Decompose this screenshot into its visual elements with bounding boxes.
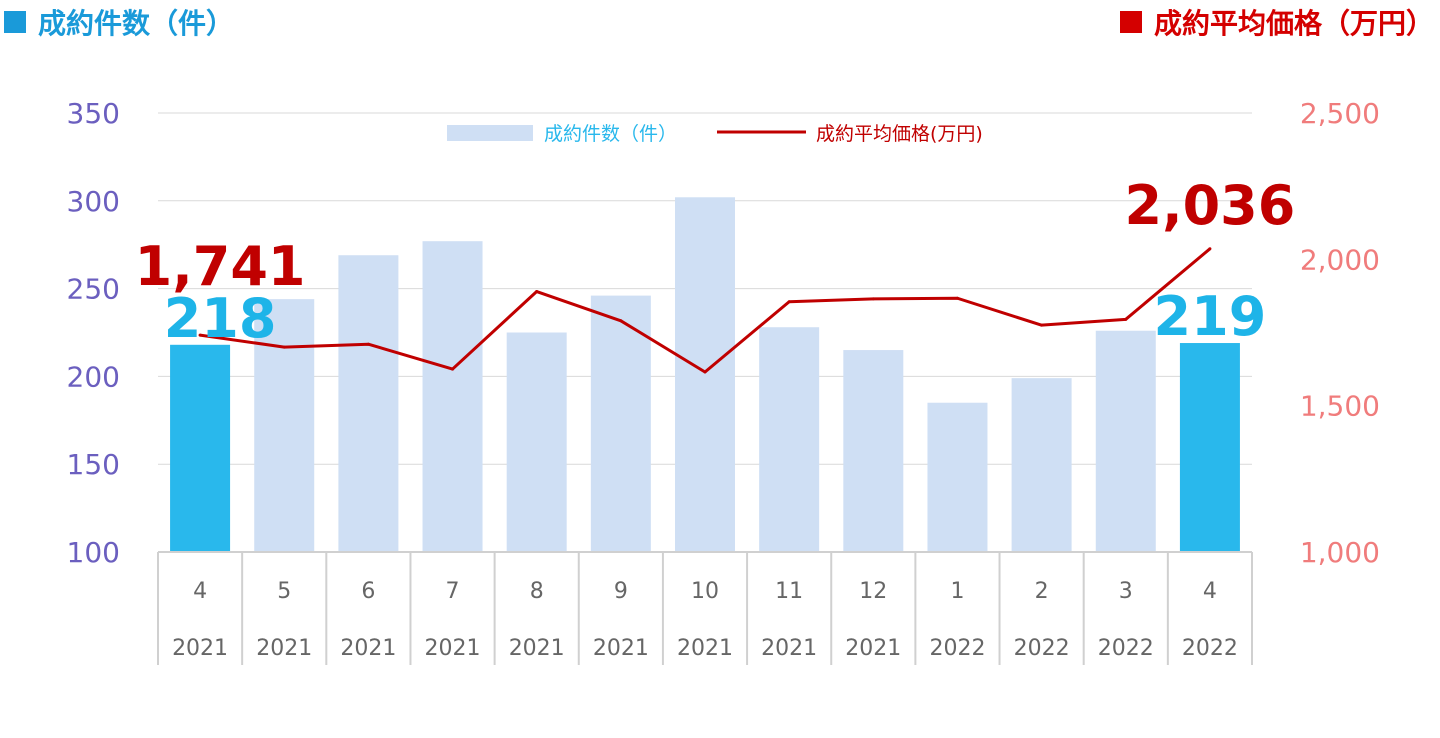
count-data-label: 218 (164, 287, 277, 350)
line-point (366, 342, 370, 346)
left-tick-label: 150 (67, 448, 120, 481)
line-point (535, 290, 539, 294)
line-point (619, 319, 623, 323)
year-tick-label: 2021 (761, 636, 817, 661)
legend-bar-swatch (447, 125, 533, 141)
left-tick-label: 100 (67, 536, 120, 569)
right-axis-header: 成約平均価格（万円） (1119, 2, 1434, 42)
month-tick-label: 4 (1203, 579, 1217, 604)
month-tick-label: 3 (1119, 579, 1133, 604)
legend: 成約件数（件） 成約平均価格(万円) (447, 123, 983, 145)
count-data-label: 219 (1154, 285, 1267, 348)
line-point (198, 333, 202, 337)
bar (1011, 378, 1072, 552)
year-tick-label: 2022 (929, 636, 985, 661)
line-series (198, 247, 1212, 374)
right-axis-header-text: 成約平均価格（万円） (1153, 7, 1434, 40)
year-tick-label: 2021 (340, 636, 396, 661)
year-tick-label: 2021 (677, 636, 733, 661)
bar (1095, 330, 1156, 552)
month-tick-label: 9 (614, 579, 628, 604)
bar (843, 350, 904, 552)
left-axis-header-text: 成約件数（件） (38, 7, 235, 40)
axes: 100 150 200 250 300 350 1,000 1,500 2,000 2,500 4 2… (67, 97, 1380, 665)
right-tick-label: 2,500 (1300, 97, 1380, 130)
month-tick-label: 5 (277, 579, 291, 604)
year-tick-label: 2021 (845, 636, 901, 661)
legend-line-label: 成約平均価格(万円) (816, 123, 983, 145)
year-tick-label: 2021 (509, 636, 565, 661)
right-tick-label: 1,000 (1300, 536, 1380, 569)
left-tick-label: 250 (67, 273, 120, 306)
year-tick-label: 2022 (1014, 636, 1070, 661)
month-tick-label: 4 (193, 579, 207, 604)
bar (254, 299, 315, 552)
line-point (871, 297, 875, 301)
left-tick-label: 300 (67, 185, 120, 218)
year-tick-label: 2022 (1182, 636, 1238, 661)
bar (927, 402, 988, 552)
year-tick-label: 2022 (1098, 636, 1154, 661)
bar (759, 327, 820, 552)
month-tick-label: 11 (775, 579, 803, 604)
line-point (451, 367, 455, 371)
month-tick-label: 12 (859, 579, 887, 604)
right-tick-label: 1,500 (1300, 390, 1380, 423)
legend-bar-label: 成約件数（件） (544, 123, 677, 145)
year-tick-label: 2021 (425, 636, 481, 661)
blue-square-icon (4, 11, 26, 33)
bar (170, 344, 231, 552)
red-square-icon (1119, 11, 1142, 33)
bar (590, 295, 651, 552)
month-tick-label: 7 (446, 579, 460, 604)
year-tick-label: 2021 (593, 636, 649, 661)
line-point (1040, 323, 1044, 327)
left-tick-label: 200 (67, 360, 120, 393)
left-tick-label: 350 (67, 97, 120, 130)
price-data-label: 2,036 (1125, 174, 1296, 237)
line-point (1124, 317, 1128, 321)
left-axis-header: 成約件数（件） (4, 2, 234, 42)
month-tick-label: 10 (691, 579, 719, 604)
line-point (282, 345, 286, 349)
year-tick-label: 2021 (172, 636, 228, 661)
month-tick-label: 1 (950, 579, 964, 604)
month-tick-label: 2 (1035, 579, 1049, 604)
bar (338, 255, 399, 552)
line-point (787, 300, 791, 304)
bar (1179, 343, 1240, 552)
price-data-label: 1,741 (135, 235, 306, 298)
bar-series (170, 197, 1240, 553)
bar (506, 332, 567, 552)
month-tick-label: 8 (530, 579, 544, 604)
line-point (955, 296, 959, 300)
year-tick-label: 2021 (256, 636, 312, 661)
bar (422, 241, 483, 553)
line-point (1208, 247, 1212, 251)
bar (675, 197, 735, 552)
right-tick-label: 2,000 (1300, 243, 1380, 276)
line-point (703, 370, 707, 374)
month-tick-label: 6 (361, 579, 375, 604)
